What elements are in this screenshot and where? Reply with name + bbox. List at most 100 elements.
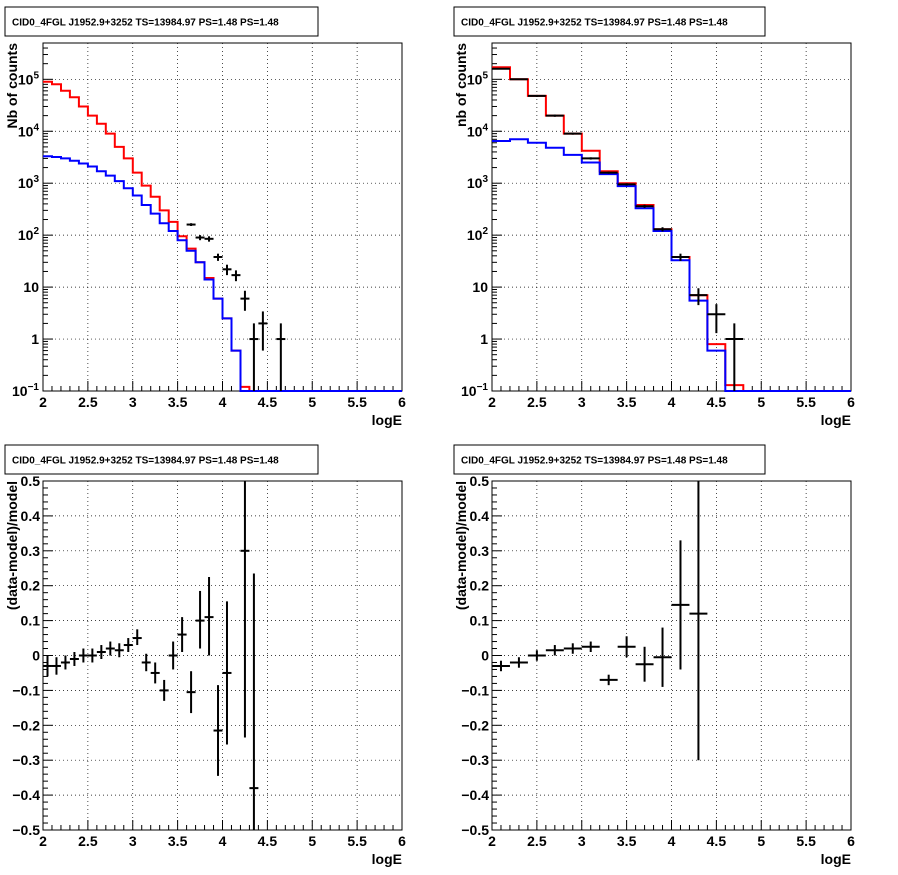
data-point — [249, 573, 259, 830]
data-point — [258, 311, 268, 351]
data-point — [150, 662, 160, 684]
x-tick-label: 3.5 — [168, 833, 188, 849]
data-point — [141, 653, 151, 672]
data-point — [599, 674, 618, 686]
data-point — [509, 657, 528, 668]
data-point — [545, 645, 564, 656]
plot-frame — [491, 480, 852, 831]
data-point — [581, 157, 600, 160]
x-tick-label: 4.5 — [258, 833, 278, 849]
data-point — [222, 264, 232, 276]
data-point — [186, 223, 196, 227]
data-point — [132, 629, 142, 646]
y-tick-label: −0.3 — [461, 752, 489, 768]
data-point — [563, 132, 582, 135]
x-tick-label: 5.5 — [796, 394, 816, 410]
series-line-0 — [43, 80, 402, 392]
y-tick-label: 10−1 — [461, 382, 488, 399]
x-axis-label: logE — [372, 412, 402, 428]
y-tick-label: 0.3 — [470, 543, 490, 559]
data-point — [492, 67, 510, 70]
data-point — [653, 627, 672, 687]
x-tick-label: 3 — [129, 394, 137, 410]
x-tick-label: 2 — [488, 394, 496, 410]
data-point — [159, 679, 169, 701]
data-point — [51, 657, 61, 675]
x-tick-label: 3.5 — [617, 394, 637, 410]
x-tick-label: 5.5 — [796, 833, 816, 849]
y-axis-label: Nb of counts — [4, 43, 20, 129]
chart-title: CID0_4FGL J1952.9+3252 TS=13984.97 PS=1.… — [461, 18, 728, 29]
x-tick-label: 3 — [578, 833, 586, 849]
data-point — [599, 171, 618, 174]
data-point — [222, 601, 232, 745]
y-tick-label: 104 — [467, 122, 489, 139]
data-point — [195, 235, 205, 241]
x-axis-label: logE — [372, 851, 402, 867]
y-tick-label: 0.5 — [470, 473, 490, 489]
y-tick-label: −0.1 — [12, 682, 40, 698]
x-tick-label: 3.5 — [168, 394, 188, 410]
x-axis-label: logE — [821, 412, 851, 428]
y-tick-label: 10−1 — [12, 382, 39, 399]
data-point — [78, 648, 88, 663]
panel-top-right: CID0_4FGL J1952.9+3252 TS=13984.97 PS=1.… — [453, 6, 855, 428]
y-tick-label: 0.4 — [470, 508, 490, 524]
y-tick-label: −0.5 — [461, 822, 489, 838]
y-tick-label: 1 — [480, 331, 488, 347]
x-tick-label: 2.5 — [78, 394, 98, 410]
y-tick-label: −0.4 — [12, 787, 40, 803]
y-tick-label: 0.2 — [470, 578, 490, 594]
x-tick-label: 5 — [308, 394, 316, 410]
x-tick-label: 6 — [847, 394, 855, 410]
x-tick-label: 3 — [129, 833, 137, 849]
x-tick-label: 3.5 — [617, 833, 637, 849]
data-point — [114, 643, 124, 658]
title-box — [453, 6, 766, 37]
x-tick-label: 6 — [847, 833, 855, 849]
panel-bottom-left: CID0_4FGL J1952.9+3252 TS=13984.97 PS=1.… — [4, 444, 406, 867]
x-tick-label: 5 — [308, 833, 316, 849]
x-tick-label: 2 — [39, 833, 47, 849]
plot-frame — [42, 480, 403, 831]
chart-title: CID0_4FGL J1952.9+3252 TS=13984.97 PS=1.… — [12, 456, 279, 467]
data-point — [545, 114, 564, 117]
y-tick-label: −0.2 — [12, 717, 40, 733]
x-tick-label: 5.5 — [347, 833, 367, 849]
data-point — [186, 671, 196, 714]
data-point — [240, 290, 250, 311]
data-point — [43, 655, 52, 677]
y-tick-label: 0 — [481, 648, 489, 664]
data-point — [725, 323, 744, 391]
chart-title: CID0_4FGL J1952.9+3252 TS=13984.97 PS=1.… — [461, 456, 728, 467]
y-tick-label: 0.2 — [21, 578, 41, 594]
data-point — [204, 236, 214, 242]
y-tick-label: −0.5 — [12, 822, 40, 838]
y-tick-label: 0.4 — [21, 508, 41, 524]
x-tick-label: 2 — [39, 394, 47, 410]
title-box — [4, 6, 319, 37]
y-axis-label: (data-model)/model — [4, 481, 20, 610]
x-tick-label: 2.5 — [527, 833, 547, 849]
data-point — [671, 253, 690, 261]
y-tick-label: −0.1 — [461, 682, 489, 698]
data-point — [240, 481, 250, 738]
y-tick-label: 0.1 — [470, 613, 490, 629]
x-tick-label: 2.5 — [78, 833, 98, 849]
y-axis-label: nb of counts — [453, 43, 469, 127]
x-tick-label: 2.5 — [527, 394, 547, 410]
title-box — [4, 444, 319, 475]
data-point — [617, 636, 636, 658]
data-point — [69, 652, 79, 666]
data-point — [527, 94, 546, 97]
plot-frame — [42, 42, 403, 392]
y-tick-label: 105 — [467, 70, 489, 87]
chart-title: CID0_4FGL J1952.9+3252 TS=13984.97 PS=1.… — [12, 18, 279, 29]
data-point — [492, 660, 510, 672]
data-point — [87, 648, 97, 663]
y-tick-label: 0 — [32, 648, 40, 664]
y-tick-label: 1 — [31, 331, 39, 347]
data-point — [276, 323, 286, 391]
y-tick-label: −0.2 — [461, 717, 489, 733]
